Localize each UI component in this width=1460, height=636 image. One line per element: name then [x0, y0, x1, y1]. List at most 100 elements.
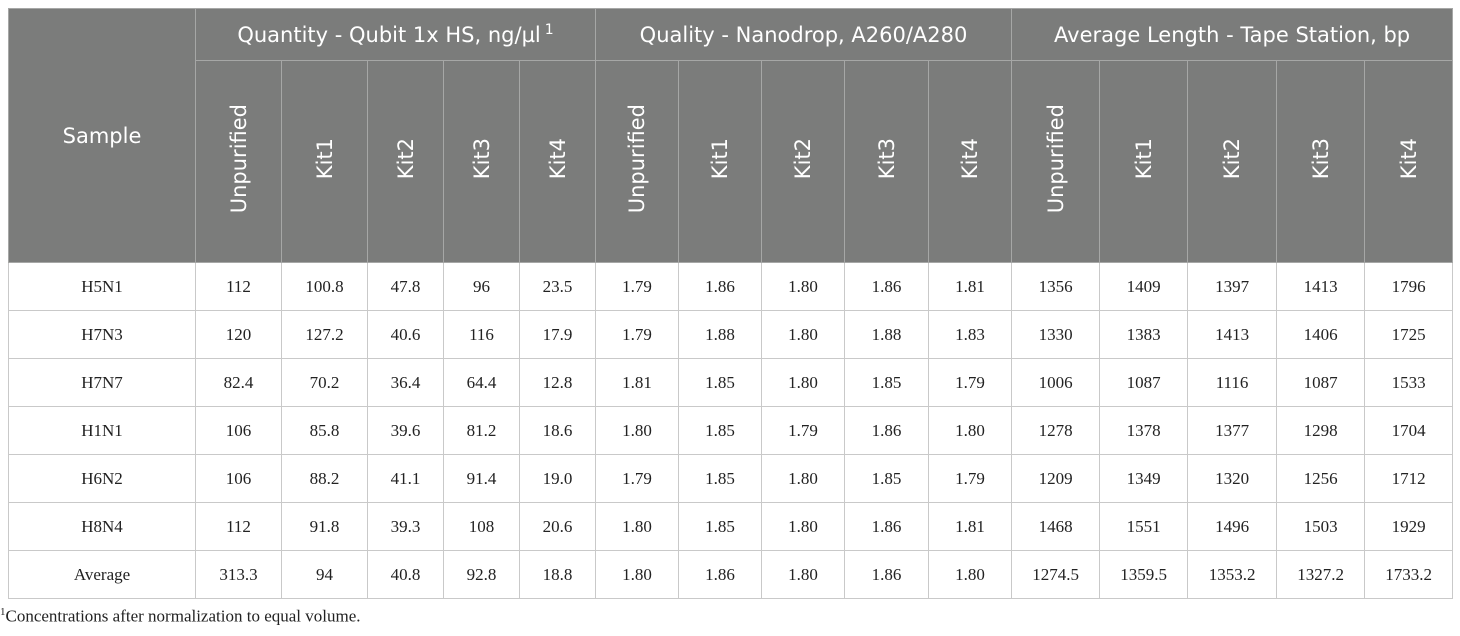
data-cell: 1.86	[844, 406, 930, 455]
footnote-mark: 1	[0, 606, 6, 618]
subheader: Unpurified	[1011, 60, 1101, 263]
subheader: Kit1	[281, 60, 368, 263]
data-cell: 1.86	[844, 262, 930, 311]
data-cell: 1274.5	[1011, 550, 1101, 599]
data-cell: 70.2	[281, 358, 368, 407]
data-cell: 20.6	[518, 502, 597, 551]
subheader: Kit2	[367, 60, 444, 263]
data-cell: 1796	[1364, 262, 1454, 311]
footnote: 1Concentrations after normalization to e…	[0, 606, 361, 627]
data-cell: 1.80	[761, 454, 846, 503]
group-header-label: Average Length - Tape Station, bp	[1054, 22, 1411, 47]
data-cell: 1353.2	[1187, 550, 1278, 599]
subheader-label: Kit2	[393, 138, 418, 180]
data-cell: 40.6	[367, 310, 444, 359]
sample-name: H8N4	[8, 502, 196, 551]
sample-header: Sample	[8, 8, 196, 263]
data-cell: 313.3	[195, 550, 282, 599]
data-cell: 1.86	[844, 502, 930, 551]
subheader: Kit2	[761, 60, 846, 263]
subheader-label: Kit2	[1220, 138, 1245, 180]
data-cell: 81.2	[443, 406, 520, 455]
data-cell: 1.86	[678, 550, 763, 599]
subheader-label: Kit3	[874, 138, 899, 180]
data-cell: 1.80	[595, 406, 680, 455]
data-cell: 1116	[1187, 358, 1278, 407]
data-cell: 19.0	[518, 454, 597, 503]
data-cell: 96	[443, 262, 520, 311]
data-cell: 88.2	[281, 454, 368, 503]
group-header-label: Quality - Nanodrop, A260/A280	[639, 22, 968, 47]
data-cell: 1.88	[678, 310, 763, 359]
data-cell: 91.8	[281, 502, 368, 551]
data-cell: 1733.2	[1364, 550, 1454, 599]
data-cell: 1087	[1276, 358, 1366, 407]
sample-name: H1N1	[8, 406, 196, 455]
subheader: Unpurified	[595, 60, 680, 263]
data-cell: 17.9	[518, 310, 597, 359]
data-cell: 112	[195, 502, 282, 551]
data-cell: 1.85	[844, 358, 930, 407]
data-cell: 108	[443, 502, 520, 551]
data-cell: 1.86	[678, 262, 763, 311]
subheader: Kit1	[678, 60, 763, 263]
data-cell: 1.80	[761, 550, 846, 599]
footnote-text: Concentrations after normalization to eq…	[5, 606, 361, 626]
subheader-label: Kit2	[791, 138, 816, 180]
data-cell: 23.5	[518, 262, 597, 311]
data-cell: 1.86	[844, 550, 930, 599]
sample-name: H7N3	[8, 310, 196, 359]
group-header: Average Length - Tape Station, bp	[1011, 8, 1454, 61]
data-cell: 1409	[1099, 262, 1189, 311]
data-cell: 39.6	[367, 406, 444, 455]
subheader: Kit2	[1187, 60, 1278, 263]
data-cell: 1.80	[761, 310, 846, 359]
data-cell: 1.80	[761, 502, 846, 551]
data-cell: 1330	[1011, 310, 1101, 359]
data-cell: 106	[195, 406, 282, 455]
subheader: Unpurified	[195, 60, 282, 263]
data-cell: 1377	[1187, 406, 1278, 455]
data-cell: 1.85	[678, 406, 763, 455]
data-cell: 1468	[1011, 502, 1101, 551]
data-cell: 1359.5	[1099, 550, 1189, 599]
data-cell: 116	[443, 310, 520, 359]
group-header: Quality - Nanodrop, A260/A280	[595, 8, 1013, 61]
data-cell: 1.85	[678, 358, 763, 407]
data-cell: 64.4	[443, 358, 520, 407]
data-cell: 1503	[1276, 502, 1366, 551]
data-cell: 1.79	[595, 262, 680, 311]
data-cell: 1.85	[678, 502, 763, 551]
data-cell: 1087	[1099, 358, 1189, 407]
data-cell: 1256	[1276, 454, 1366, 503]
data-cell: 1406	[1276, 310, 1366, 359]
sample-name: H5N1	[8, 262, 196, 311]
subheader-label: Kit3	[469, 138, 494, 180]
data-row: Average 313.3 94 40.8 92.8 18.8 1.80 1.86 1.80 1.…	[8, 550, 1454, 599]
table-body: H5N1 112 100.8 47.8 96 23.5 1.79 1.86 1.80 1.86 1.…	[8, 262, 1454, 599]
data-cell: 1.80	[595, 550, 680, 599]
data-cell: 1.85	[678, 454, 763, 503]
data-cell: 1.80	[761, 358, 846, 407]
data-cell: 91.4	[443, 454, 520, 503]
data-cell: 85.8	[281, 406, 368, 455]
data-cell: 1413	[1276, 262, 1366, 311]
group-header-label: Quantity - Qubit 1x HS, ng/µl	[237, 23, 541, 47]
data-cell: 1349	[1099, 454, 1189, 503]
data-cell: 1278	[1011, 406, 1101, 455]
data-cell: 1.81	[928, 502, 1013, 551]
data-cell: 41.1	[367, 454, 444, 503]
data-cell: 1209	[1011, 454, 1101, 503]
subheader-label: Kit1	[312, 138, 337, 180]
data-cell: 92.8	[443, 550, 520, 599]
data-cell: 82.4	[195, 358, 282, 407]
subheader-label: Kit4	[958, 138, 983, 180]
data-cell: 1.81	[928, 262, 1013, 311]
data-cell: 106	[195, 454, 282, 503]
data-cell: 36.4	[367, 358, 444, 407]
group-header: Quantity - Qubit 1x HS, ng/µl 1	[194, 8, 597, 61]
data-cell: 112	[195, 262, 282, 311]
subheader: Kit4	[1364, 60, 1454, 263]
data-row: H6N2 106 88.2 41.1 91.4 19.0 1.79 1.85 1.80 1.85 1…	[8, 454, 1454, 503]
